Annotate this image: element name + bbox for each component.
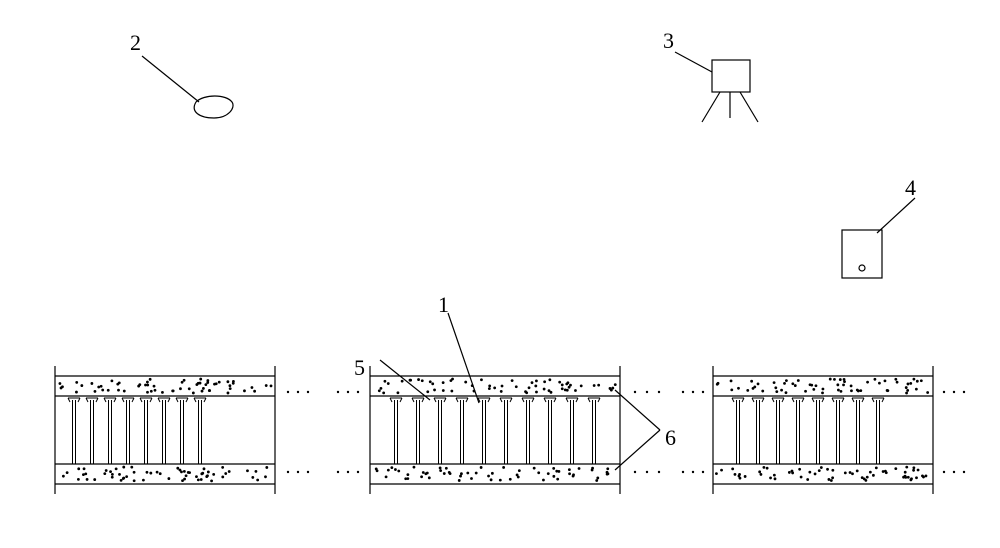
gap-dot [658, 391, 660, 393]
gap-dot [357, 471, 359, 473]
top-slab-2 [713, 376, 933, 396]
camera-box [712, 60, 750, 92]
gap-dot [337, 391, 339, 393]
gap-dot [297, 471, 299, 473]
leader-line-3 [448, 313, 479, 403]
tripod-leg-0 [702, 92, 720, 122]
beam-unit-0 [55, 366, 275, 494]
gap-dot [347, 471, 349, 473]
gap-dot [692, 391, 694, 393]
label-4: 4 [905, 175, 916, 201]
gap-dot [953, 471, 955, 473]
gap-dot [646, 471, 648, 473]
gap-dot [702, 391, 704, 393]
tripod-leg-1 [740, 92, 758, 122]
beam-unit-2 [713, 366, 933, 494]
gap-dot [646, 391, 648, 393]
control-box-indicator [859, 265, 865, 271]
leader-line-0 [142, 56, 199, 102]
top-slab-1 [370, 376, 620, 396]
bottom-slab-0 [55, 464, 275, 484]
label-1: 1 [438, 292, 449, 318]
cloud-shape [194, 96, 233, 118]
gap-dot [634, 391, 636, 393]
gap-dot [682, 471, 684, 473]
gap-dot [287, 471, 289, 473]
gap-dot [943, 471, 945, 473]
top-slab-0 [55, 376, 275, 396]
gap-dot [347, 391, 349, 393]
label-6: 6 [665, 425, 676, 451]
leader-line-1 [675, 52, 712, 72]
gap-dot [953, 391, 955, 393]
gap-dot [702, 471, 704, 473]
label-5: 5 [354, 355, 365, 381]
gap-dot [658, 471, 660, 473]
bottom-slab-2 [713, 464, 933, 484]
gap-dot [307, 391, 309, 393]
gap-dot [634, 471, 636, 473]
gap-dot [963, 471, 965, 473]
technical-diagram [0, 0, 1000, 548]
label-2: 2 [130, 30, 141, 56]
gap-dot [963, 391, 965, 393]
gap-dot [692, 471, 694, 473]
leader-line-5 [615, 390, 660, 430]
gap-dot [297, 391, 299, 393]
leader-line-6 [615, 430, 660, 470]
gap-dot [337, 471, 339, 473]
gap-dot [287, 391, 289, 393]
gap-dot [943, 391, 945, 393]
gap-dot [307, 471, 309, 473]
leader-line-2 [877, 198, 915, 233]
gap-dot [682, 391, 684, 393]
label-3: 3 [663, 28, 674, 54]
bottom-slab-1 [370, 464, 620, 484]
gap-dot [357, 391, 359, 393]
